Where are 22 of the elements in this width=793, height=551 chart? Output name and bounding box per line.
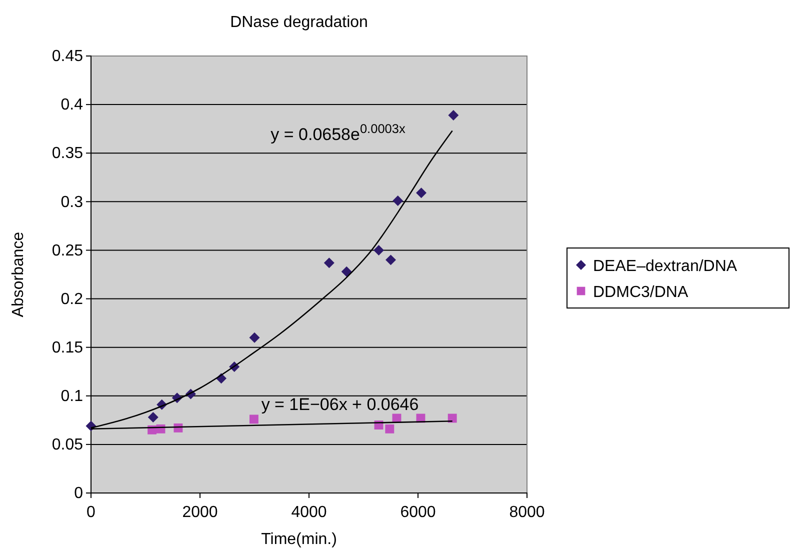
annotation: y = 0.0658e$^{0.0003x}$ (270, 120, 406, 144)
legend-label: DEAE–dextran/DNA (593, 258, 738, 275)
y-axis-title: Absorbance (10, 232, 27, 318)
y-tick-label: 0.35 (52, 145, 84, 162)
x-tick-label: 4000 (291, 504, 327, 521)
x-axis-title: Time(min.) (261, 531, 337, 548)
y-tick-label: 0.2 (60, 290, 84, 308)
x-tick-label: 8000 (509, 504, 545, 521)
x-tick-label: 2000 (182, 504, 218, 521)
x-tick-label: 6000 (400, 504, 436, 521)
y-tick-label: 0.4 (60, 96, 84, 114)
annotation: y = 1E−06x + 0.0646 (261, 395, 419, 414)
legend-label: DDMC3/DNA (593, 284, 688, 301)
y-tick-label: 0 (74, 485, 84, 502)
y-tick-label: 0.15 (52, 339, 84, 356)
y-tick-label: 0.25 (52, 242, 84, 260)
x-tick-label: 0 (86, 504, 96, 521)
y-tick-label: 0.3 (60, 194, 84, 211)
y-tick-label: 0.05 (52, 436, 84, 454)
chart-title: DNase degradation (230, 14, 368, 31)
y-tick-label: 0.45 (52, 48, 84, 66)
y-tick-label: 0.1 (60, 388, 84, 406)
